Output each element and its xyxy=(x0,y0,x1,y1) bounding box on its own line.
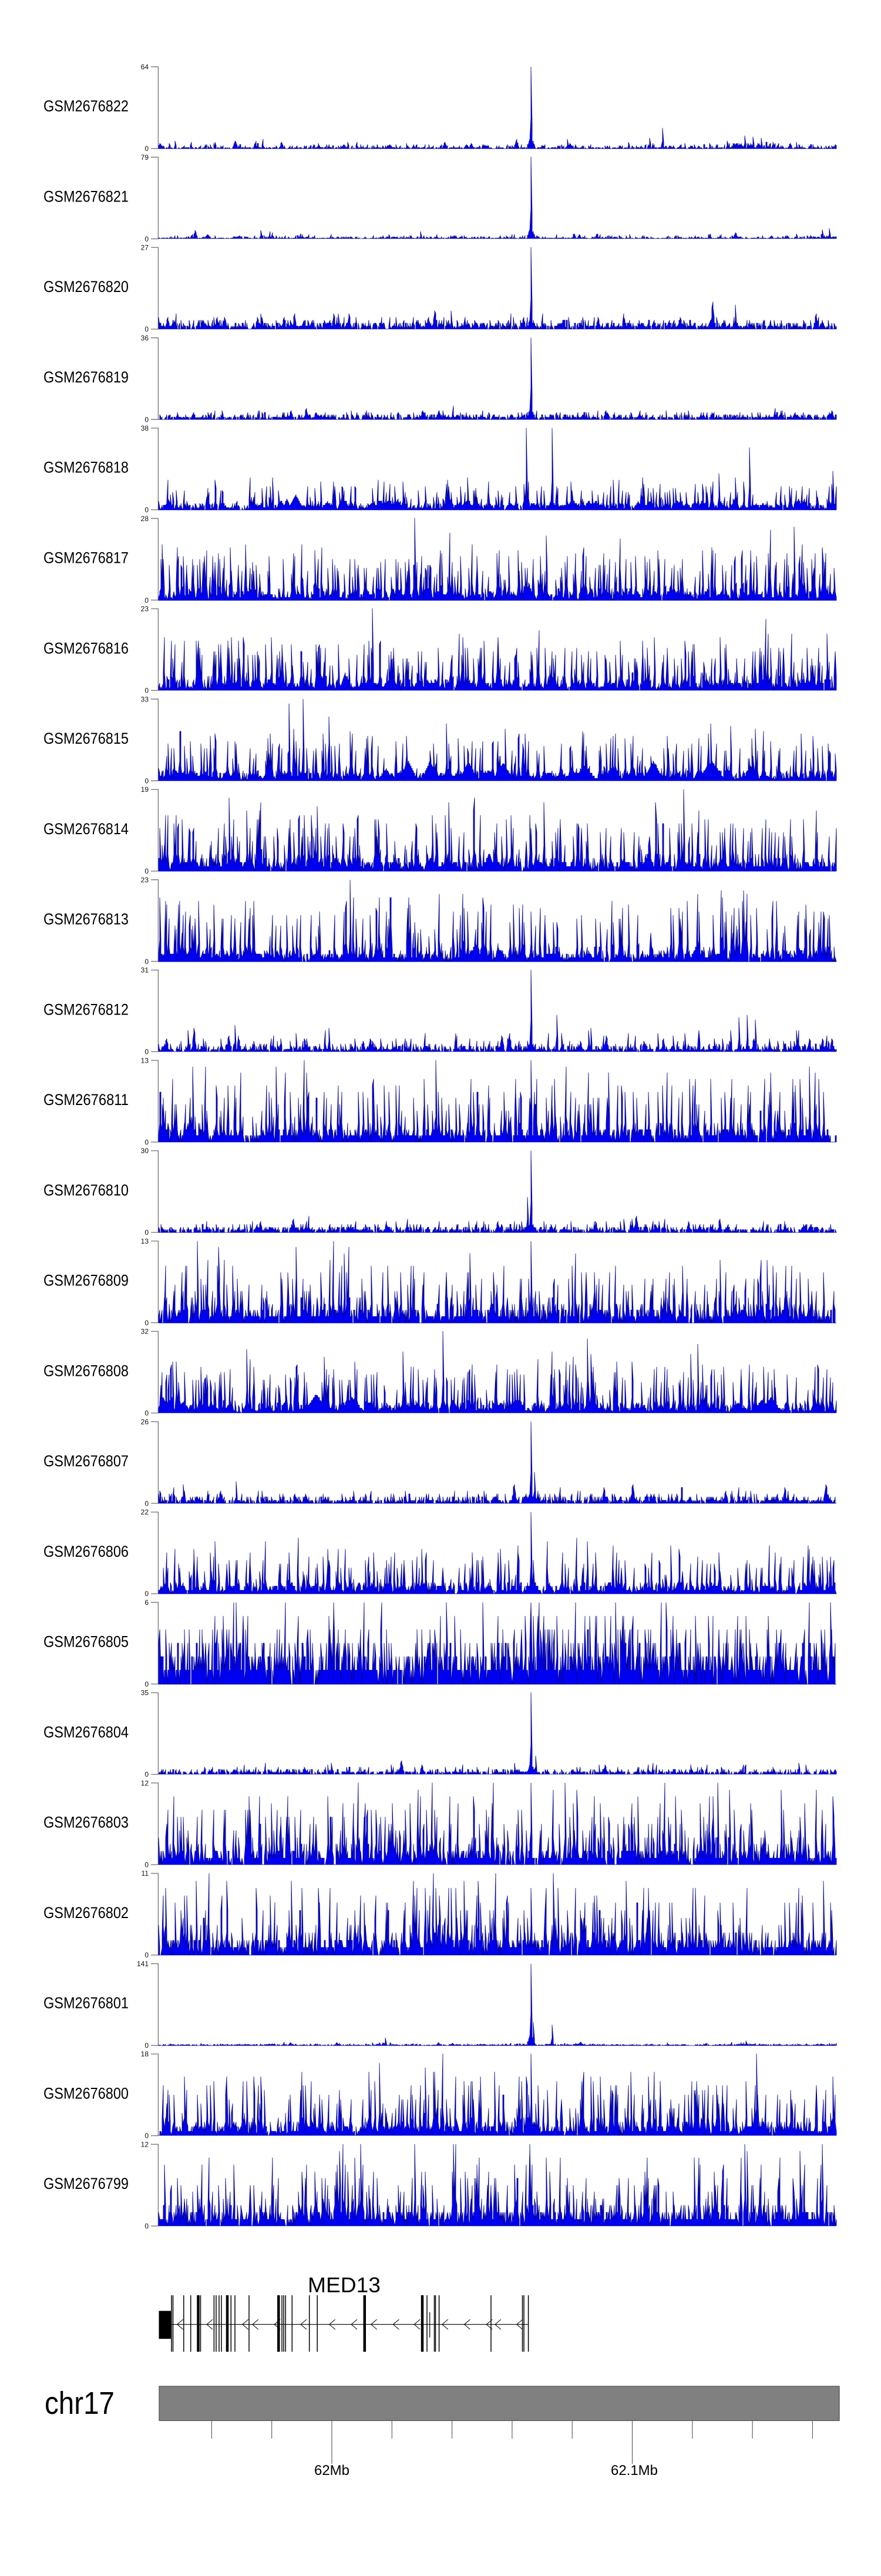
svg-text:0: 0 xyxy=(144,325,149,334)
svg-text:79: 79 xyxy=(141,153,149,162)
svg-text:GSM2676809: GSM2676809 xyxy=(43,1272,129,1289)
svg-text:GSM2676805: GSM2676805 xyxy=(43,1633,129,1651)
svg-text:MED13: MED13 xyxy=(308,2273,381,2297)
svg-text:23: 23 xyxy=(141,605,149,613)
svg-text:0: 0 xyxy=(144,2222,149,2231)
svg-text:35: 35 xyxy=(141,1689,149,1697)
svg-text:GSM2676803: GSM2676803 xyxy=(43,1813,129,1831)
svg-text:0: 0 xyxy=(144,235,149,243)
svg-text:28: 28 xyxy=(141,515,149,523)
svg-text:12: 12 xyxy=(141,1779,149,1787)
svg-text:62.1Mb: 62.1Mb xyxy=(611,2463,658,2478)
svg-text:GSM2676814: GSM2676814 xyxy=(43,820,129,838)
svg-text:GSM2676818: GSM2676818 xyxy=(43,459,129,476)
svg-text:GSM2676812: GSM2676812 xyxy=(43,1000,129,1018)
svg-text:0: 0 xyxy=(144,2041,149,2050)
svg-text:38: 38 xyxy=(141,424,149,432)
svg-text:0: 0 xyxy=(144,415,149,424)
svg-text:0: 0 xyxy=(144,1048,149,1056)
svg-text:0: 0 xyxy=(144,1138,149,1146)
svg-text:GSM2676806: GSM2676806 xyxy=(43,1543,129,1560)
svg-text:0: 0 xyxy=(144,596,149,604)
svg-text:GSM2676822: GSM2676822 xyxy=(43,98,129,115)
svg-text:GSM2676801: GSM2676801 xyxy=(43,1994,129,2012)
svg-text:0: 0 xyxy=(144,1951,149,1959)
svg-text:GSM2676807: GSM2676807 xyxy=(43,1452,129,1470)
svg-text:6: 6 xyxy=(144,1598,149,1607)
svg-text:62Mb: 62Mb xyxy=(314,2463,349,2478)
svg-text:11: 11 xyxy=(142,1869,149,1878)
svg-text:GSM2676808: GSM2676808 xyxy=(43,1362,129,1379)
svg-text:0: 0 xyxy=(144,958,149,966)
svg-text:0: 0 xyxy=(144,1228,149,1237)
svg-text:32: 32 xyxy=(141,1328,149,1336)
svg-text:GSM2676799: GSM2676799 xyxy=(43,2175,129,2192)
svg-text:0: 0 xyxy=(144,687,149,695)
svg-text:27: 27 xyxy=(141,244,149,252)
svg-text:chr17: chr17 xyxy=(45,2386,115,2421)
svg-text:GSM2676802: GSM2676802 xyxy=(43,1904,129,1922)
svg-text:13: 13 xyxy=(141,1237,149,1245)
svg-text:0: 0 xyxy=(144,867,149,875)
svg-text:GSM2676804: GSM2676804 xyxy=(43,1723,129,1741)
svg-text:GSM2676816: GSM2676816 xyxy=(43,639,129,657)
svg-text:12: 12 xyxy=(141,2141,149,2149)
svg-text:0: 0 xyxy=(144,506,149,514)
svg-text:GSM2676819: GSM2676819 xyxy=(43,368,129,386)
svg-text:0: 0 xyxy=(144,1680,149,1688)
svg-text:0: 0 xyxy=(144,1319,149,1327)
svg-text:64: 64 xyxy=(141,63,149,71)
svg-text:19: 19 xyxy=(141,785,149,794)
svg-text:0: 0 xyxy=(144,1860,149,1869)
svg-text:GSM2676800: GSM2676800 xyxy=(43,2084,129,2102)
svg-text:18: 18 xyxy=(141,2050,149,2058)
svg-text:26: 26 xyxy=(141,1418,149,1426)
svg-text:GSM2676821: GSM2676821 xyxy=(43,188,129,206)
svg-text:GSM2676810: GSM2676810 xyxy=(43,1181,129,1199)
svg-text:0: 0 xyxy=(144,1771,149,1779)
svg-text:GSM2676813: GSM2676813 xyxy=(43,911,129,928)
svg-text:0: 0 xyxy=(144,1409,149,1418)
svg-text:GSM2676815: GSM2676815 xyxy=(43,730,129,747)
svg-text:GSM2676820: GSM2676820 xyxy=(43,278,129,295)
svg-text:0: 0 xyxy=(144,2132,149,2140)
svg-text:0: 0 xyxy=(144,777,149,785)
svg-text:31: 31 xyxy=(141,966,149,975)
svg-text:33: 33 xyxy=(141,695,149,703)
svg-text:141: 141 xyxy=(137,1960,149,1968)
svg-text:0: 0 xyxy=(144,145,149,153)
svg-text:23: 23 xyxy=(141,876,149,884)
svg-text:36: 36 xyxy=(141,334,149,342)
svg-text:13: 13 xyxy=(141,1056,149,1064)
svg-text:GSM2676811: GSM2676811 xyxy=(43,1091,129,1109)
svg-text:GSM2676817: GSM2676817 xyxy=(43,549,129,567)
svg-text:30: 30 xyxy=(141,1147,149,1155)
svg-text:0: 0 xyxy=(144,1590,149,1598)
svg-text:0: 0 xyxy=(144,1499,149,1507)
svg-text:22: 22 xyxy=(141,1508,149,1516)
